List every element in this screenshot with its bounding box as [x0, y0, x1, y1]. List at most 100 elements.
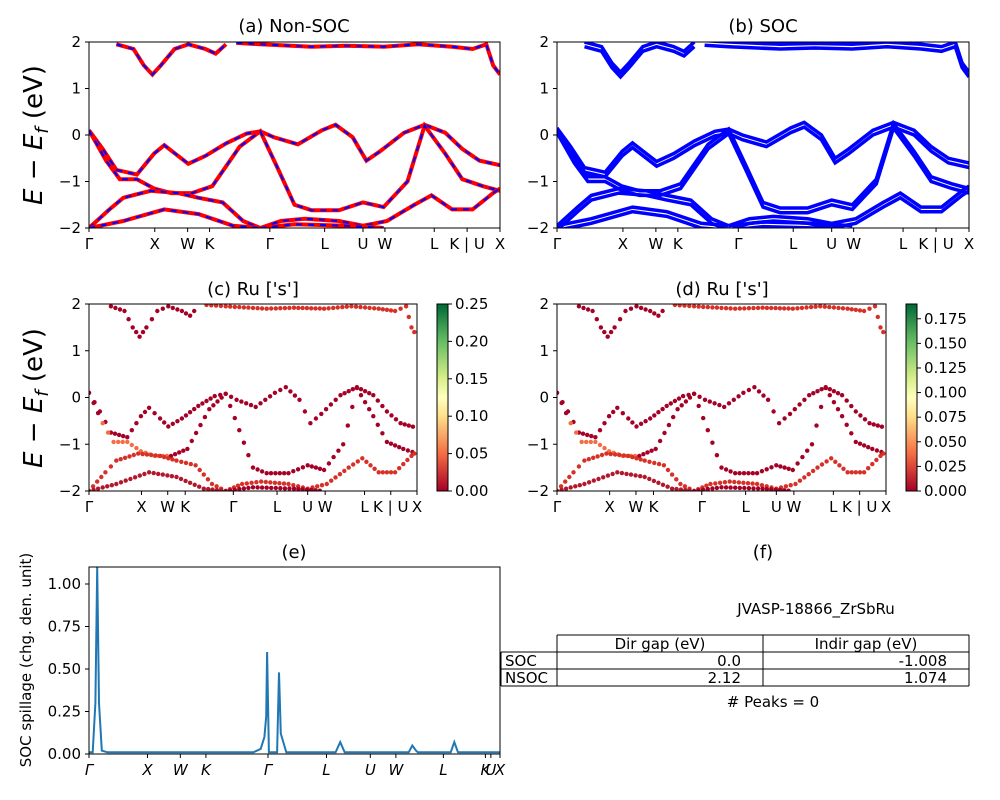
panel-d-dot [741, 390, 746, 395]
panel-d-dot [746, 471, 751, 476]
panel-c-dot [166, 304, 171, 309]
panel-a-xtick-label: L [320, 235, 329, 253]
panel-b-title: (b) SOC [728, 16, 797, 37]
panel-d-dot [769, 305, 774, 311]
panel-c-dot [192, 308, 197, 314]
panel-d-dot [568, 485, 573, 490]
table-subtitle: JVASP-18866_ZrSbRu [736, 600, 895, 619]
panel-e-ytick-label: 0.75 [48, 618, 81, 636]
panel-c-dot [208, 396, 213, 401]
panel-d-dot [741, 471, 747, 476]
panel-d-dot [815, 465, 820, 470]
panel-d-dot [857, 441, 863, 446]
panel-c-dot [406, 423, 411, 428]
panel-c-dot [201, 472, 206, 477]
panel-c-dot [155, 308, 160, 314]
panel-c-dot [319, 411, 324, 417]
colorbar-d-tick-label: 0.175 [924, 310, 967, 328]
panel-b-band [704, 42, 969, 74]
panel-e-spillage: 1.000.750.500.250.00Γ X W K Γ L U W L KUX [48, 566, 506, 779]
panel-c-dot [146, 405, 152, 410]
panel-d-dot [806, 472, 811, 477]
panel-d-dot [612, 452, 618, 457]
panel-c-ylabel: E − Ef (eV) [19, 328, 53, 468]
panel-c-dot [179, 308, 185, 314]
panel-d-dot [652, 460, 657, 466]
panel-c-dot [331, 454, 336, 460]
panel-c-dot [114, 458, 119, 463]
panel-c-dot [380, 403, 385, 409]
panel-d-dot [861, 308, 867, 314]
panel-d-dot [701, 304, 706, 310]
panel-c-dot [336, 448, 341, 453]
panel-d-dot [822, 304, 827, 309]
colorbar-c-tick-label: 0.15 [455, 370, 488, 388]
panel-d-dot [687, 488, 692, 491]
panel-d-dot [827, 304, 832, 310]
panel-d-dot [702, 397, 708, 402]
colorbar-d-tick-label: 0.100 [924, 384, 967, 402]
panel-d-dot [755, 486, 761, 491]
panel-d-colorbar: 0.175 0.150 0.125 0.100 0.075 0.050 0.025 0.000 [905, 303, 967, 500]
panel-c-dot [313, 306, 318, 311]
panel-d-dot [652, 311, 657, 316]
panel-c-dot [223, 391, 228, 396]
panel-d-dot [621, 453, 627, 458]
panel-d-dot [804, 305, 809, 310]
panel-d-dot [671, 414, 676, 420]
panel-d-dot [582, 458, 587, 463]
panel-c-dot [281, 481, 287, 486]
panel-b-xtick-label: K [673, 235, 684, 253]
panel-d-dot [617, 452, 622, 458]
panel-d-dot [783, 484, 789, 489]
panel-e-xtick-label: L [322, 761, 330, 779]
panel-d-dot [795, 461, 800, 466]
panel-d-xtick-label: X [881, 498, 891, 516]
panel-d-dot [664, 403, 669, 409]
panel-b-band [733, 224, 844, 228]
panel-d-dot [577, 483, 582, 488]
panel-c-dot [125, 435, 130, 440]
panel-c-dot [237, 486, 242, 491]
panel-d-dot [845, 306, 850, 311]
panel-c-dot [219, 395, 224, 400]
panel-c-dot [282, 471, 287, 476]
panel-c-dot [321, 306, 327, 311]
panel-c-dot [214, 487, 220, 491]
panel-c-dot [397, 445, 402, 450]
panel-d-dot [790, 467, 795, 473]
panel-c-dot [305, 463, 310, 468]
panel-d-dot [593, 439, 598, 445]
panel-b-xtick-label: W [846, 235, 861, 253]
panel-c-dot [121, 433, 126, 439]
panel-d-dot [641, 452, 646, 457]
panel-d-dot [777, 306, 783, 311]
gap-table: JVASP-18866_ZrSbRu Dir gap (eV) Indir ga… [500, 600, 970, 711]
panel-c-xtick-label: W [318, 498, 333, 516]
panel-d-dot [573, 484, 578, 489]
panel-c-dot [401, 446, 406, 452]
panel-e-xtick-label: L [439, 761, 447, 779]
panel-c-colorbar: 0.25 0.20 0.15 0.10 0.05 0.00 [436, 295, 488, 500]
panel-c-dot [380, 307, 385, 312]
panel-c-dot [393, 417, 399, 422]
panel-c-dot [346, 389, 351, 394]
panel-a-xtick-label: K [205, 235, 216, 253]
panel-c-dot [291, 486, 297, 491]
panel-c-dot [209, 481, 215, 487]
panel-b-band [559, 209, 723, 228]
panel-d-dot [669, 486, 675, 491]
panel-c-dot [283, 385, 288, 390]
panel-d-dot [819, 387, 824, 392]
panel-d-dot [563, 410, 569, 416]
panel-d-dot [642, 458, 647, 463]
panel-d-dot [849, 470, 854, 475]
panel-d-dot [813, 304, 818, 309]
panel-c-dot [375, 422, 380, 427]
panel-d-dot [831, 389, 837, 394]
colorbar-c-tick-label: 0.10 [455, 407, 488, 425]
panel-c-dot [362, 305, 368, 310]
panel-d-dot [866, 466, 871, 471]
